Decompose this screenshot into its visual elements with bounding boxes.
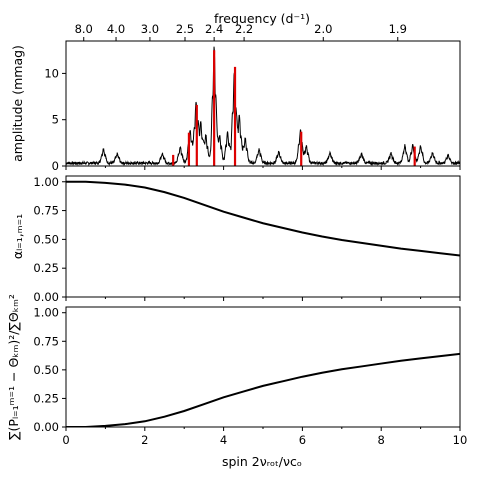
- x-axis-title: spin 2νᵣₒₜ/νᴄₒ: [222, 454, 302, 469]
- x-tick-label: 0: [62, 433, 69, 447]
- y-tick-label: 0.00: [33, 290, 59, 304]
- top-tick-label: 8.0: [75, 22, 93, 36]
- y-axis-title: αₗ₌₁,ₘ₌₁: [10, 214, 25, 259]
- top-tick-label: 2.0: [314, 22, 332, 36]
- series-line-0: [66, 352, 460, 427]
- axes-frame: [65, 175, 461, 298]
- y-tick-label: 0: [52, 159, 59, 173]
- y-tick-label: 0.25: [33, 261, 59, 275]
- y-tick-label: 1.00: [33, 175, 59, 189]
- axes-frame: [65, 40, 461, 167]
- x-tick-label: 2: [141, 433, 148, 447]
- x-tick-label: 6: [299, 433, 306, 447]
- alpha-panel: 0.00 0.25 0.50 0.75 1.00 αₗ₌₁,ₘ₌₁: [10, 175, 461, 304]
- series-line-0: [66, 180, 460, 257]
- top-tick-label: 2.2: [235, 22, 253, 36]
- y-axis-title: ∑(Pₗ₌₁ᵐ⁼¹ − Θₖₘ)²/∑Θₖₘ²: [6, 294, 21, 440]
- plot-area: [66, 46, 460, 166]
- top-tick-label: 3.0: [141, 22, 159, 36]
- x-tick-label: 10: [453, 433, 468, 447]
- y-tick-label: 0.50: [33, 232, 59, 246]
- top-tick-label: 2.5: [176, 22, 194, 36]
- amplitude-panel: 0 5 10 8.0 4.0 3.0 2.5 2.4 2.2 2.0 1.9 amplitude (m…: [10, 22, 461, 173]
- top-tick-label: 4.0: [107, 22, 125, 36]
- y-tick-label: 1.00: [33, 306, 59, 320]
- top-axis-title: frequency (d⁻¹): [214, 11, 310, 26]
- plot-area: [66, 180, 460, 257]
- x-tick-label: 8: [378, 433, 385, 447]
- y-tick-label: 5: [52, 113, 59, 127]
- axes-frame: [65, 306, 461, 428]
- y-tick-label: 0.75: [33, 204, 59, 218]
- top-tick-label: 1.9: [389, 22, 407, 36]
- plot-area: [66, 352, 460, 427]
- x-tick-label: 4: [220, 433, 227, 447]
- residual-panel: 0 2 4 6 8 10 0.00 0.25 0.50 0.75 1.00 ∑(Pₗ₌₁ᵐ⁼¹ − Θ…: [6, 294, 467, 447]
- periodogram-line: [66, 46, 460, 166]
- top-tick-label: 2.4: [205, 22, 223, 36]
- y-axis-title: amplitude (mmag): [10, 45, 25, 162]
- y-tick-label: 0.75: [33, 334, 59, 348]
- y-tick-label: 0.25: [33, 391, 59, 405]
- y-tick-label: 10: [44, 66, 59, 80]
- y-tick-label: 0.00: [33, 420, 59, 434]
- y-tick-label: 0.50: [33, 363, 59, 377]
